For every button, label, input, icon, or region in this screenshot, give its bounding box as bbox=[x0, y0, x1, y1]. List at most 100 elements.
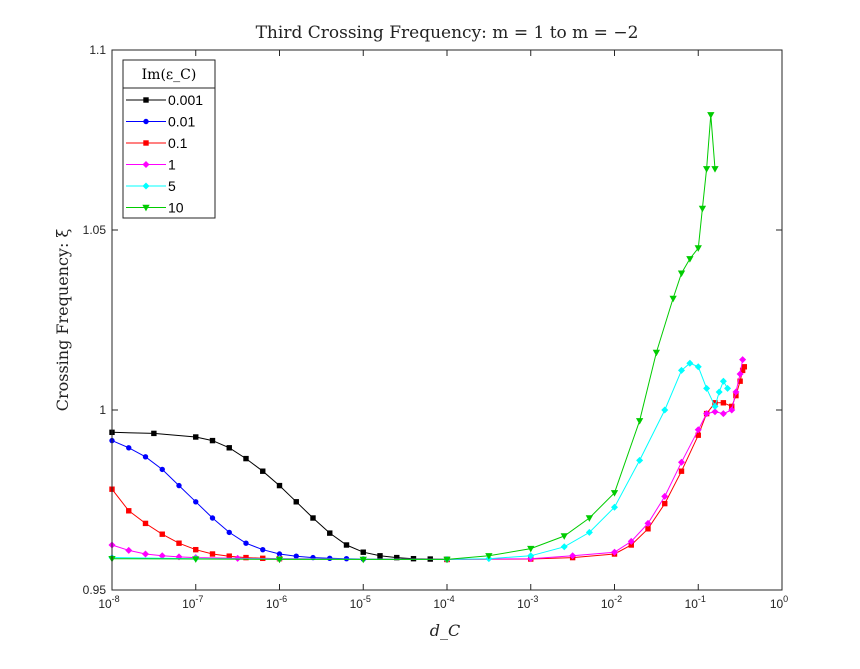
data-point bbox=[243, 540, 249, 546]
data-point bbox=[661, 406, 669, 414]
legend-marker bbox=[143, 140, 149, 146]
data-point bbox=[485, 553, 493, 560]
data-point bbox=[677, 270, 686, 278]
data-point bbox=[741, 364, 748, 370]
data-point bbox=[293, 553, 299, 559]
data-point bbox=[226, 445, 232, 451]
data-point bbox=[585, 528, 593, 536]
legend-marker bbox=[143, 97, 149, 103]
data-point bbox=[719, 377, 727, 385]
legend-marker bbox=[143, 118, 149, 125]
x-tick-label: 10-5 bbox=[350, 594, 371, 611]
data-point bbox=[720, 400, 727, 406]
series-line bbox=[111, 440, 364, 560]
data-point bbox=[715, 388, 723, 396]
legend-box bbox=[122, 59, 216, 219]
series-0.1 bbox=[109, 364, 748, 563]
data-point bbox=[636, 456, 644, 464]
data-point bbox=[193, 434, 199, 440]
legend-entry: 0.1 bbox=[168, 135, 188, 151]
data-point bbox=[661, 492, 669, 500]
series-line bbox=[111, 114, 716, 560]
data-point bbox=[176, 482, 182, 489]
data-point bbox=[627, 537, 635, 545]
data-point bbox=[327, 530, 333, 536]
data-point bbox=[126, 508, 132, 514]
x-tick-label: 10-4 bbox=[433, 594, 454, 611]
data-point bbox=[711, 166, 719, 173]
x-tick-label: 10-7 bbox=[182, 594, 203, 611]
data-point bbox=[662, 500, 668, 507]
data-point bbox=[610, 503, 619, 511]
data-point bbox=[694, 363, 702, 371]
data-point bbox=[260, 546, 266, 553]
data-point bbox=[443, 556, 451, 564]
data-point bbox=[707, 112, 715, 119]
x-tick-label: 10-2 bbox=[601, 594, 622, 611]
data-point bbox=[243, 455, 249, 462]
data-point bbox=[193, 546, 199, 553]
data-point bbox=[359, 556, 367, 564]
series-line bbox=[111, 366, 745, 560]
data-point bbox=[732, 388, 740, 396]
legend-entry: 0.001 bbox=[168, 92, 203, 108]
data-point bbox=[142, 454, 149, 460]
legend-entry: 1 bbox=[168, 157, 176, 173]
data-point bbox=[686, 359, 694, 367]
series-line bbox=[111, 431, 448, 560]
data-point bbox=[410, 555, 417, 562]
data-point bbox=[360, 549, 366, 555]
data-point bbox=[159, 466, 165, 473]
data-point bbox=[677, 458, 686, 466]
y-axis-label: Crossing Frequency: ξ bbox=[53, 229, 72, 412]
data-point bbox=[209, 551, 216, 557]
data-point bbox=[141, 550, 150, 558]
series-layer bbox=[108, 112, 748, 564]
data-point bbox=[698, 205, 707, 213]
y-tick-label: 1 bbox=[99, 403, 106, 417]
data-point bbox=[677, 366, 686, 374]
data-point bbox=[193, 499, 199, 505]
data-point bbox=[560, 533, 568, 540]
x-tick-label: 10-6 bbox=[266, 594, 287, 611]
chart-title: Third Crossing Frequency: m = 1 to m = −… bbox=[256, 23, 639, 43]
data-point bbox=[703, 384, 711, 392]
y-tick-label: 1.1 bbox=[89, 43, 106, 57]
data-point bbox=[142, 520, 149, 527]
legend: Im(ε_C) 0.001 0.01 0.1 1 5 10 bbox=[122, 59, 216, 219]
data-point bbox=[652, 349, 661, 357]
data-point bbox=[686, 256, 694, 263]
data-point bbox=[610, 490, 619, 497]
data-point bbox=[209, 515, 216, 521]
data-point bbox=[610, 548, 619, 556]
data-point bbox=[126, 445, 132, 451]
series-0.001 bbox=[109, 429, 450, 563]
data-point bbox=[736, 370, 744, 378]
data-point bbox=[192, 556, 200, 563]
data-point bbox=[343, 542, 350, 548]
data-point bbox=[527, 552, 535, 560]
data-point bbox=[275, 556, 284, 564]
data-point bbox=[635, 418, 644, 425]
data-point bbox=[694, 245, 702, 252]
data-point bbox=[711, 402, 719, 410]
data-point bbox=[243, 554, 249, 561]
legend-entry: 10 bbox=[168, 200, 184, 216]
series-5 bbox=[108, 359, 732, 563]
data-point bbox=[739, 356, 747, 364]
legend-marker bbox=[142, 204, 150, 212]
data-point bbox=[234, 554, 242, 562]
data-point bbox=[644, 519, 652, 527]
legend-entry: 0.01 bbox=[168, 114, 195, 130]
data-point bbox=[377, 553, 383, 559]
legend-entry: 5 bbox=[168, 178, 176, 194]
data-point bbox=[669, 295, 677, 303]
tick-layer: 10-8 10-7 10-6 10-5 10-4 10-3 10-2 10-1 100 0.95 1… bbox=[83, 43, 789, 611]
y-tick-label: 1.05 bbox=[83, 223, 107, 237]
data-point bbox=[226, 529, 232, 536]
x-axis-label: d_C bbox=[430, 621, 460, 640]
x-tick-label: 100 bbox=[770, 594, 788, 611]
x-tick-label: 10-3 bbox=[517, 594, 538, 611]
